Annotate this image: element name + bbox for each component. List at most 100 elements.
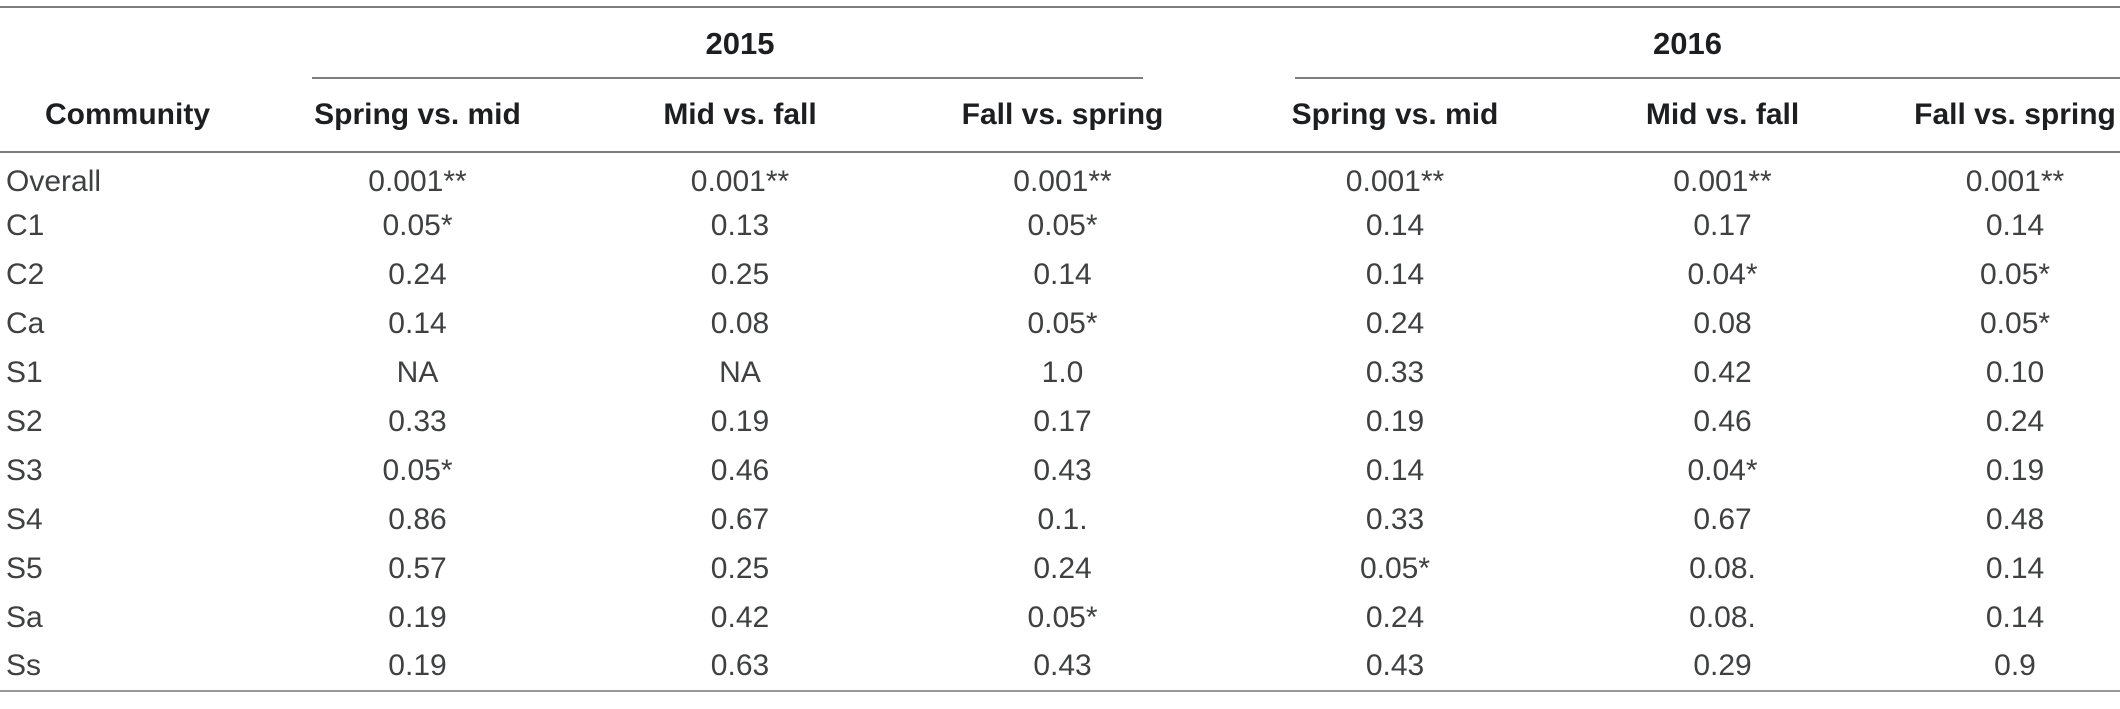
p-value-cell: 0.14 [1365, 257, 1425, 291]
p-value-cell: 0.08 [710, 306, 770, 340]
p-value-cell: 0.43 [1365, 649, 1425, 682]
p-value-cell: 0.29 [1693, 649, 1752, 682]
p-value-cell: 0.57 [388, 551, 447, 585]
column-header-2016-fall-vs-spring: Fall vs. spring [1880, 79, 2120, 153]
p-value-cell: 0.33 [388, 404, 447, 438]
year-label-2015: 2015 [705, 25, 775, 61]
p-value-cell: 0.14 [1985, 551, 2045, 585]
p-value-cell: 0.24 [1365, 600, 1425, 634]
p-value-cell: 0.19 [1365, 404, 1425, 438]
p-value-cell: 0.1. [1037, 502, 1088, 536]
p-value-cell: 0.42 [710, 600, 770, 634]
p-value-cell: 0.43 [1033, 453, 1092, 487]
column-header-2016-spring-vs-mid: Spring vs. mid [1225, 79, 1566, 153]
p-value-cell: 0.05* [1027, 306, 1098, 340]
p-value-cell: 0.33 [1365, 355, 1425, 389]
p-value-cell: 0.05* [1979, 306, 2051, 340]
p-value-cell: 0.24 [1033, 551, 1092, 585]
p-value-cell: 0.14 [388, 306, 447, 340]
column-header-2015-spring-vs-mid: Spring vs. mid [255, 79, 580, 153]
p-value-cell: 0.25 [710, 257, 770, 291]
p-value-cell: 0.24 [1985, 404, 2045, 438]
community-label: S4 [6, 502, 43, 536]
p-value-cell: 0.9 [1994, 649, 2036, 682]
table-row: Sa 0.19 0.42 0.05* 0.24 0.08. 0.14 [0, 593, 2120, 642]
p-value-cell: 0.14 [1365, 453, 1425, 487]
p-value-cell: 0.46 [710, 453, 770, 487]
p-value-cell: 0.14 [1033, 257, 1092, 291]
p-value-cell: 0.001** [690, 165, 790, 198]
table-row: S4 0.86 0.67 0.1. 0.33 0.67 0.48 [0, 495, 2120, 544]
community-label: S1 [6, 355, 43, 389]
table-row: C1 0.05* 0.13 0.05* 0.14 0.17 0.14 [0, 201, 2120, 250]
corner-spacer [0, 7, 255, 79]
community-label: S5 [6, 551, 43, 585]
p-value-cell: 0.67 [1693, 502, 1752, 536]
community-label: Sa [6, 600, 43, 634]
p-value-cell: 0.04* [1687, 257, 1758, 291]
p-value-cell: 0.05* [1027, 600, 1098, 634]
table-row: S1 NA NA 1.0 0.33 0.42 0.10 [0, 348, 2120, 397]
p-value-cell: 0.13 [710, 208, 770, 242]
year-header-row: 2015 2016 [0, 7, 2120, 79]
community-label: S3 [6, 453, 43, 487]
p-value-cell: 0.24 [388, 257, 447, 291]
p-value-cell: 0.17 [1033, 404, 1092, 438]
community-column-header: Community [0, 79, 255, 153]
column-header-2015-fall-vs-spring: Fall vs. spring [900, 79, 1226, 153]
p-value-cell: 0.001** [368, 165, 467, 198]
p-value-cell: 0.05* [382, 453, 453, 487]
table-row: Overall 0.001** 0.001** 0.001** 0.001** … [0, 152, 2120, 201]
community-label: S2 [6, 404, 43, 438]
p-value-cell: 0.001** [1965, 165, 2065, 198]
p-value-cell: 0.001** [1345, 165, 1445, 198]
column-header-2015-mid-vs-fall: Mid vs. fall [580, 79, 900, 153]
p-value-cell: 0.24 [1365, 306, 1425, 340]
year-spanner-rule-2016 [1295, 77, 2120, 79]
table-row: S3 0.05* 0.46 0.43 0.14 0.04* 0.19 [0, 446, 2120, 495]
community-label: Overall [6, 165, 102, 198]
p-value-cell: 0.001** [1013, 165, 1112, 198]
table-row: C2 0.24 0.25 0.14 0.14 0.04* 0.05* [0, 250, 2120, 299]
community-label: C1 [6, 208, 45, 242]
p-value-cell: 0.10 [1985, 355, 2045, 389]
p-value-cell: 0.43 [1033, 649, 1092, 682]
table-container: 2015 2016 Community Spring vs. mid Mid v… [0, 6, 2120, 692]
year-spanner-rule-2015 [312, 77, 1144, 79]
p-value-cell: NA [719, 355, 761, 389]
p-value-cell: 0.86 [388, 502, 447, 536]
p-value-cell: 0.19 [1985, 453, 2045, 487]
p-value-cell: 0.05* [382, 208, 453, 242]
table-row: S5 0.57 0.25 0.24 0.05* 0.08. 0.14 [0, 544, 2120, 593]
p-value-cell: 0.19 [388, 600, 447, 634]
p-value-cell: 0.48 [1985, 502, 2045, 536]
p-value-cell: 0.04* [1687, 453, 1758, 487]
p-value-cell: 0.63 [710, 649, 770, 682]
p-value-cell: 0.33 [1365, 502, 1425, 536]
year-group-2016: 2016 [1225, 7, 2120, 79]
p-value-cell: 0.17 [1693, 208, 1752, 242]
p-value-cell: 0.14 [1985, 600, 2045, 634]
p-value-cell: 0.19 [388, 649, 447, 682]
p-value-cell: 0.67 [710, 502, 770, 536]
community-label: C2 [6, 257, 45, 291]
table-row: Ss 0.19 0.63 0.43 0.43 0.29 0.9 [0, 642, 2120, 691]
p-value-cell: 0.001** [1673, 165, 1772, 198]
p-value-cell: 0.05* [1027, 208, 1098, 242]
p-value-cell: 0.25 [710, 551, 770, 585]
p-value-cell: 0.14 [1365, 208, 1425, 242]
pvalues-table: 2015 2016 Community Spring vs. mid Mid v… [0, 6, 2120, 692]
p-value-cell: NA [396, 355, 439, 389]
p-value-cell: 0.05* [1979, 257, 2051, 291]
p-value-cell: 0.08. [1689, 600, 1756, 634]
column-header-2016-mid-vs-fall: Mid vs. fall [1565, 79, 1881, 153]
p-value-cell: 0.08 [1693, 306, 1752, 340]
community-label: Ca [6, 306, 45, 340]
p-value-cell: 1.0 [1041, 355, 1084, 389]
community-label: Ss [6, 649, 42, 682]
year-group-2015: 2015 [255, 7, 1225, 79]
column-header-row: Community Spring vs. mid Mid vs. fall Fa… [0, 79, 2120, 153]
table-row: S2 0.33 0.19 0.17 0.19 0.46 0.24 [0, 397, 2120, 446]
table-row: Ca 0.14 0.08 0.05* 0.24 0.08 0.05* [0, 299, 2120, 348]
p-value-cell: 0.08. [1689, 551, 1756, 585]
